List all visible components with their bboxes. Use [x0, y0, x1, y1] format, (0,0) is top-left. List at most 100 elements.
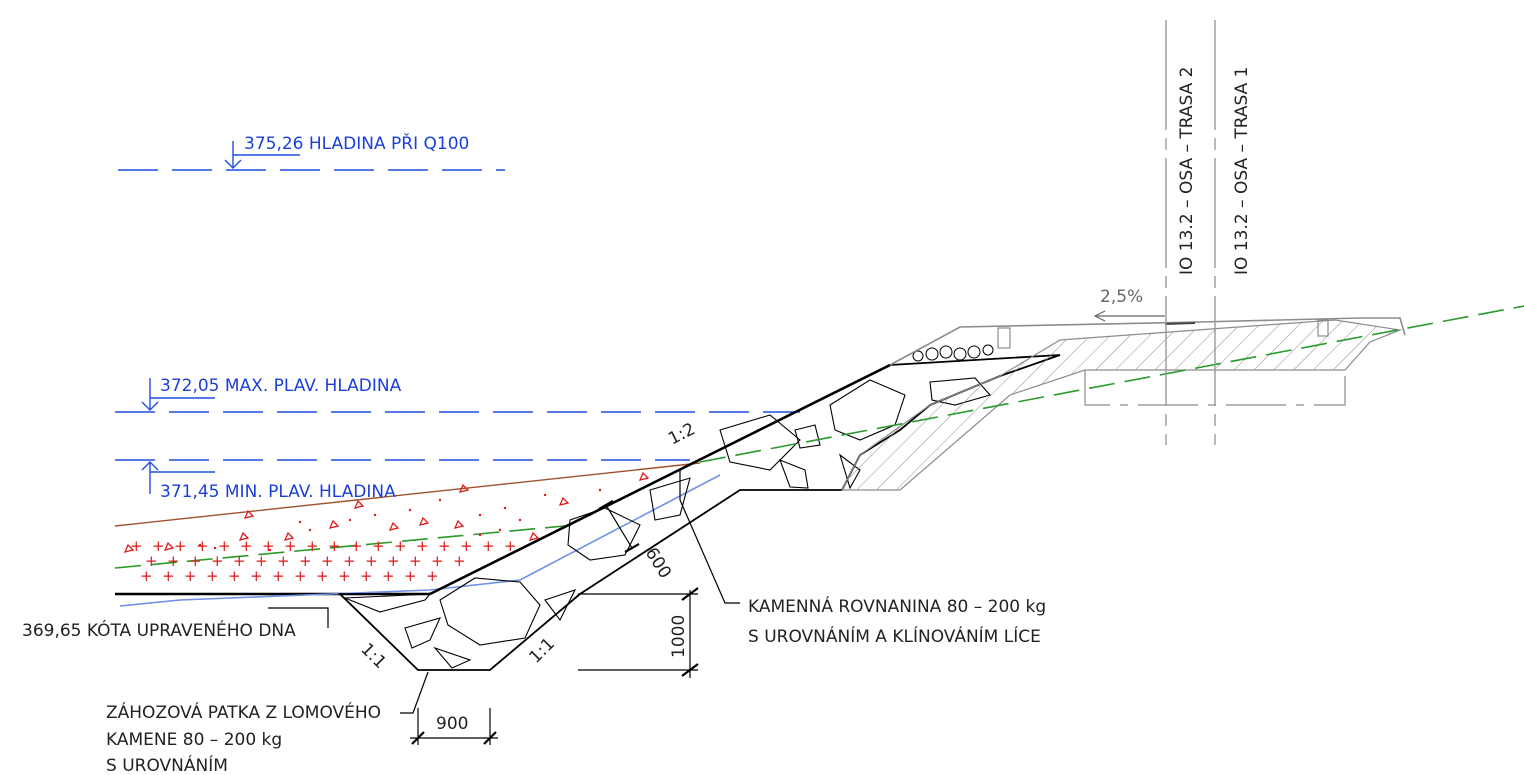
- plus-mark: +: [365, 552, 378, 570]
- embankment-hatch: [841, 319, 1403, 491]
- terrain-line: [114, 462, 701, 527]
- plus-mark: +: [174, 537, 187, 555]
- plus-mark: +: [145, 552, 158, 570]
- triangle-mark: [353, 499, 365, 509]
- plus-mark: +: [277, 552, 290, 570]
- triangle-mark: [283, 531, 295, 541]
- riprap-note-line1: KAMENNÁ ROVNANINA 80 – 200 kg: [748, 595, 1046, 617]
- plus-mark: +: [460, 537, 473, 555]
- plus-mark: +: [394, 537, 407, 555]
- plus-mark: +: [360, 567, 373, 585]
- triangle-mark: [453, 519, 465, 529]
- dot-mark: [598, 488, 602, 492]
- toe-note-line3: S UROVNÁNÍM: [106, 754, 228, 775]
- toe-note-line1: ZÁHOZOVÁ PATKA Z LOMOVÉHO: [106, 701, 381, 723]
- road-surface: [889, 317, 1406, 366]
- slope-main-label: 1:2: [665, 419, 698, 449]
- dot-mark: [213, 546, 217, 550]
- plus-mark: +: [218, 537, 231, 555]
- dot-mark: [438, 498, 442, 502]
- axis-route-2-label: IO 13.2 – OSA – TRASA 2: [1177, 67, 1197, 275]
- plus-mark: +: [130, 537, 143, 555]
- max-level-label: 372,05 MAX. PLAV. HLADINA: [160, 376, 402, 396]
- plus-mark: +: [438, 537, 451, 555]
- plus-mark: +: [372, 537, 385, 555]
- road-top-dark: [1164, 322, 1196, 325]
- plus-mark: +: [299, 552, 312, 570]
- plus-mark: +: [306, 537, 319, 555]
- bottom-level-label: 369,65 KÓTA UPRAVENÉHO DNA: [22, 619, 296, 641]
- road-slope-arrowhead: [1093, 310, 1106, 322]
- dot-mark: [373, 513, 377, 517]
- dot-mark: [503, 506, 507, 510]
- dim-600-line: [605, 504, 633, 549]
- plus-mark: +: [426, 567, 439, 585]
- triangle-mark: [638, 471, 650, 481]
- plus-mark: +: [338, 567, 351, 585]
- dot-mark: [298, 520, 302, 524]
- dot-mark: [308, 528, 312, 532]
- plus-mark: +: [321, 552, 334, 570]
- plus-mark: +: [350, 537, 363, 555]
- green-dash-lower: [114, 524, 576, 569]
- plus-mark: +: [206, 567, 219, 585]
- water-levels: [115, 141, 800, 494]
- dot-mark: [543, 493, 547, 497]
- triangle-mark: [388, 521, 400, 531]
- plus-mark: +: [140, 567, 153, 585]
- plus-mark: +: [404, 567, 417, 585]
- plus-mark: +: [409, 552, 422, 570]
- red-fill-triangle-marks: [123, 471, 650, 553]
- min-level-marker: [141, 461, 215, 494]
- plus-mark: +: [184, 567, 197, 585]
- triangle-mark: [528, 531, 540, 541]
- riprap-slope: [337, 344, 1061, 671]
- axis-route-1-label: IO 13.2 – OSA – TRASA 1: [1232, 67, 1252, 275]
- pebbles: [912, 344, 994, 362]
- plus-mark: +: [416, 537, 429, 555]
- plus-mark: +: [189, 552, 202, 570]
- plus-mark: +: [240, 537, 253, 555]
- riprap-stones: [344, 377, 991, 669]
- plus-mark: +: [167, 552, 180, 570]
- plus-mark: +: [255, 552, 268, 570]
- slope-toe-left-label: 1:1: [356, 639, 389, 672]
- plus-mark: +: [482, 537, 495, 555]
- route-axes: [1165, 20, 1216, 445]
- slope-face: [429, 363, 891, 596]
- slope-toe-right-label: 1:1: [525, 634, 558, 667]
- green-dash-upper: [699, 305, 1524, 463]
- dot-mark: [498, 528, 502, 532]
- plus-mark: +: [196, 537, 209, 555]
- dot-mark: [478, 513, 482, 517]
- dot-mark: [478, 533, 482, 537]
- toe-note-line2: KAMENE 80 – 200 kg: [106, 730, 282, 750]
- dot-mark: [408, 508, 412, 512]
- q100-marker: [224, 141, 300, 169]
- plus-mark: +: [211, 552, 224, 570]
- min-level-label: 371,45 MIN. PLAV. HLADINA: [160, 482, 396, 502]
- plus-mark: +: [387, 552, 400, 570]
- dot-mark: [518, 518, 522, 522]
- dot-mark: [268, 548, 272, 552]
- triangle-mark: [238, 531, 250, 541]
- dim-1000-label: 1000: [669, 615, 689, 658]
- plus-mark: +: [382, 567, 395, 585]
- triangle-mark: [558, 496, 570, 506]
- plus-mark: +: [272, 567, 285, 585]
- triangle-mark: [123, 543, 135, 553]
- bed-blue-line: [119, 474, 721, 607]
- dim-600-label: 600: [641, 544, 675, 582]
- plus-mark: +: [431, 552, 444, 570]
- riprap-note-line2: S UROVNÁNÍM A KLÍNOVÁNÍM LÍCE: [748, 625, 1041, 647]
- plus-mark: +: [233, 552, 246, 570]
- plus-mark: +: [262, 537, 275, 555]
- dimensions: [400, 470, 740, 745]
- triangle-mark: [328, 519, 340, 529]
- triangle-mark: [163, 541, 175, 551]
- triangle-mark: [458, 483, 470, 493]
- labels: 375,26 HLADINA PŘI Q100 372,05 MAX. PLAV…: [22, 67, 1252, 775]
- plus-mark: +: [316, 567, 329, 585]
- q100-level-label: 375,26 HLADINA PŘI Q100: [244, 132, 469, 154]
